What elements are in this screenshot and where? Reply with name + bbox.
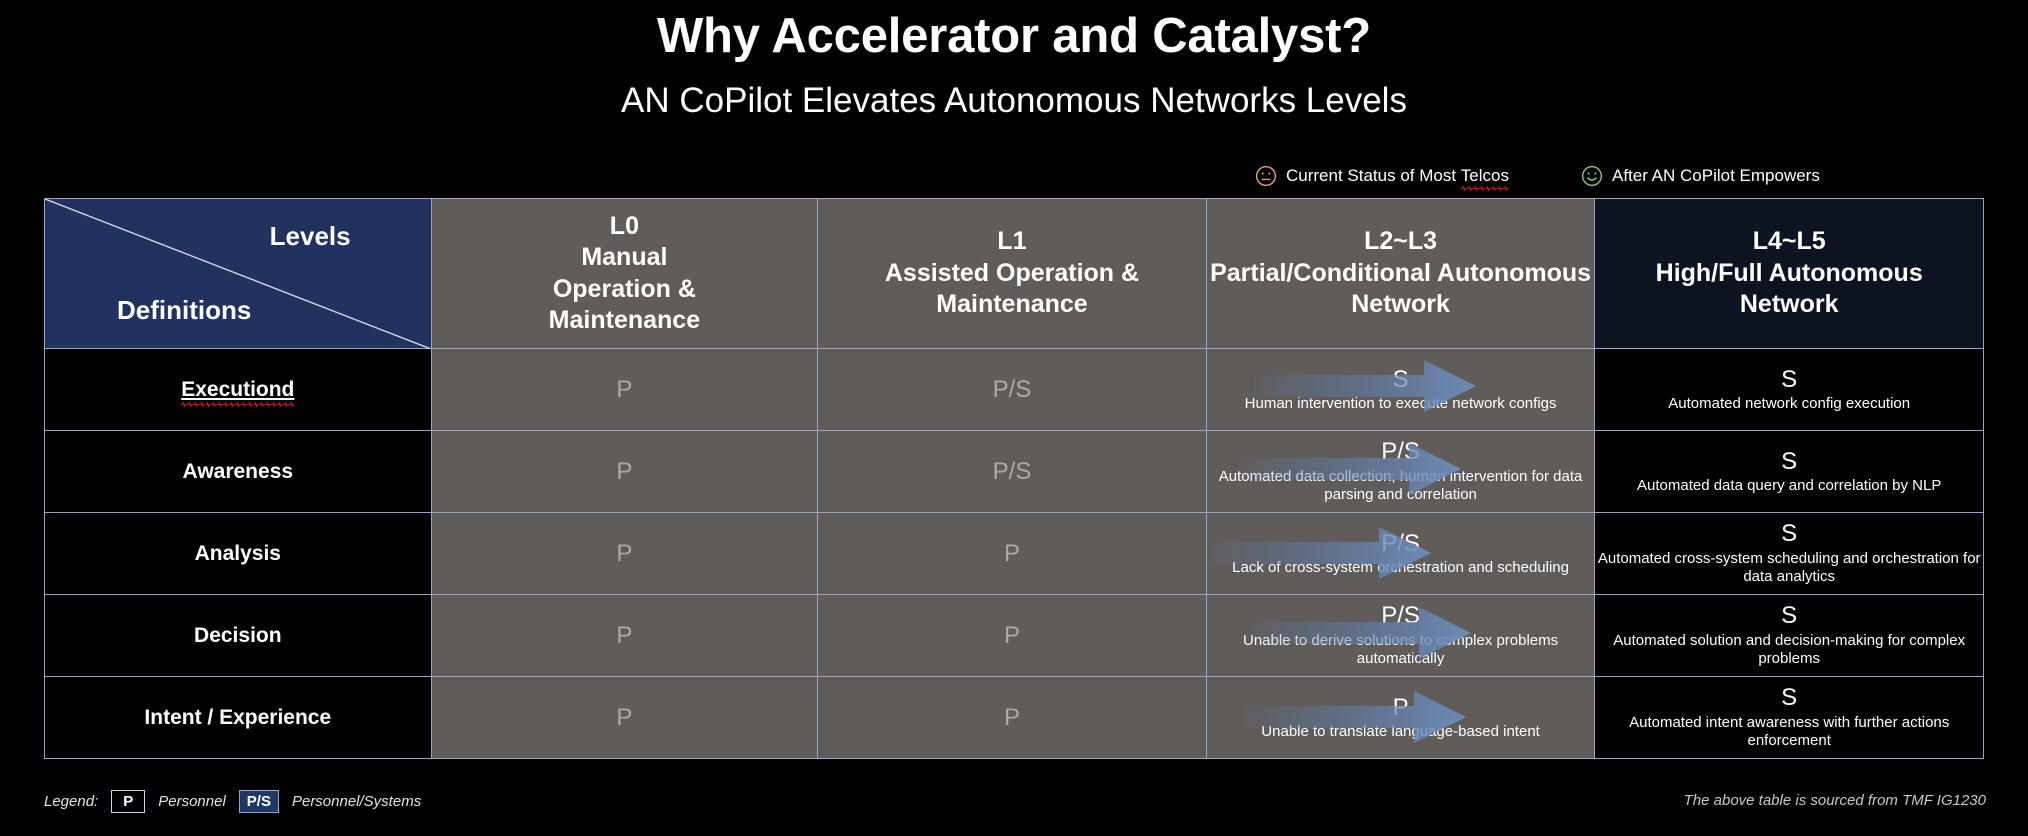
table-row: Intent / Experience P P P Unable to tran… [44,676,1984,759]
cell-l1: P [817,512,1207,595]
column-header-l45-code: L4~L5 [1752,227,1826,256]
column-header-l0: L0 Manual Operation & Maintenance [430,198,819,349]
column-header-l1-name: Assisted Operation & Maintenance [884,258,1140,319]
diagonal-divider-line [45,199,431,349]
column-header-l0-code: L0 [609,211,639,240]
cell-l45-code: S [1781,684,1798,712]
cell-l45-desc: Automated data query and correlation by … [1637,477,1942,495]
column-header-l23-name: Partial/Conditional Autonomous Network [1210,258,1592,319]
cell-l45: S Automated cross-system scheduling and … [1594,512,1984,595]
cell-l23-code: P [1392,693,1409,721]
cell-l45-code: S [1781,447,1798,475]
table-corner-header: Levels Definitions [44,198,432,349]
status-legend-label-after: After AN CoPilot Empowers [1611,166,1820,185]
cell-l23: P/S Unable to derive solutions to comple… [1205,594,1596,677]
cell-l45: S Automated intent awareness with furthe… [1594,676,1984,759]
legend-label: Legend: [44,793,99,810]
cell-l23-desc: Automated data collection; human interve… [1218,468,1583,504]
smiling-face-icon [1581,165,1603,187]
column-header-l23: L2~L3 Partial/Conditional Autonomous Net… [1205,198,1596,349]
column-header-l23-code: L2~L3 [1364,227,1438,256]
row-label-intent-experience: Intent / Experience [44,676,432,759]
status-legend-label-current-text: Current Status of Most [1286,166,1461,185]
cell-l1: P [817,676,1207,759]
cell-l45-code: S [1781,365,1798,393]
cell-l23: P Unable to translate language-based int… [1205,676,1596,759]
page-subtitle: AN CoPilot Elevates Autonomous Networks … [621,81,1407,120]
status-legend: Current Status of Most Telcos After AN C… [1255,163,1820,191]
corner-label-levels: Levels [269,221,351,251]
cell-l1: P [817,594,1207,677]
cell-l1: P/S [817,348,1207,431]
page-title: Why Accelerator and Catalyst? [657,9,1371,63]
autonomy-levels-table: Levels Definitions L0 Manual Operation &… [44,198,1984,759]
bottom-legend: Legend: P Personnel P/S Personnel/System… [44,790,421,813]
legend-chip-p: P [111,790,146,813]
cell-l45: S Automated solution and decision-making… [1594,594,1984,677]
column-header-l1: L1 Assisted Operation & Maintenance [817,198,1207,349]
cell-l45-desc: Automated solution and decision-making f… [1613,632,1966,668]
cell-l23-code: P/S [1381,438,1420,466]
table-header-row: Levels Definitions L0 Manual Operation &… [44,198,1984,349]
cell-l45: S Automated data query and correlation b… [1594,430,1984,513]
cell-l23-code: S [1392,365,1409,393]
column-header-l45: L4~L5 High/Full Autonomous Network [1594,198,1984,349]
cell-l23-desc: Unable to translate language-based inten… [1261,723,1540,741]
status-legend-item-after: After AN CoPilot Empowers [1581,165,1820,187]
cell-l45-desc: Automated cross-system scheduling and or… [1597,550,1981,586]
cell-l45: S Automated network config execution [1594,348,1984,431]
cell-l45-desc: Automated intent awareness with further … [1629,714,1950,750]
legend-text-personnel: Personnel [158,793,226,810]
cell-l45-desc: Automated network config execution [1668,395,1911,413]
cell-l23-desc: Lack of cross-system orchestration and s… [1232,559,1569,577]
table-row: Executiond P P/S S Human intervention to… [44,348,1984,431]
row-label-text: Executiond [181,377,295,407]
cell-l0: P [430,676,819,759]
legend-chip-ps: P/S [238,790,279,813]
cell-l23-code: P/S [1381,602,1420,630]
table-row: Analysis P P P/S Lack of cross-system or… [44,512,1984,595]
source-note: The above table is sourced from TMF IG12… [1683,792,1986,809]
legend-text-personnel-systems: Personnel/Systems [291,793,422,810]
cell-l45-code: S [1781,602,1798,630]
status-legend-misspelled-word: Telcos [1460,166,1510,191]
cell-l23-desc: Human intervention to execute network co… [1244,395,1557,413]
row-label-analysis: Analysis [44,512,432,595]
cell-l23-desc: Unable to derive solutions to complex pr… [1242,632,1559,668]
table-row: Decision P P P/S Unable to derive soluti… [44,594,1984,677]
column-header-l1-code: L1 [997,227,1027,256]
cell-l0: P [430,512,819,595]
cell-l1: P/S [817,430,1207,513]
row-label-awareness: Awareness [44,430,432,513]
cell-l23: S Human intervention to execute network … [1205,348,1596,431]
corner-label-definitions: Definitions [117,295,252,325]
row-label-execution: Executiond [44,348,432,431]
column-header-l0-name: Manual Operation & Maintenance [548,243,701,334]
status-legend-label-current: Current Status of Most Telcos [1286,166,1510,191]
cell-l23: P/S Automated data collection; human int… [1205,430,1596,513]
cell-l45-code: S [1781,520,1798,548]
column-header-l45-name: High/Full Autonomous Network [1655,258,1923,319]
row-label-decision: Decision [44,594,432,677]
cell-l0: P [430,430,819,513]
status-legend-item-current: Current Status of Most Telcos [1255,165,1510,191]
cell-l23: P/S Lack of cross-system orchestration a… [1205,512,1596,595]
cell-l0: P [430,594,819,677]
table-row: Awareness P P/S P/S Automated data colle… [44,430,1984,513]
neutral-face-icon [1255,165,1277,187]
cell-l23-code: P/S [1381,529,1420,557]
cell-l0: P [430,348,819,431]
